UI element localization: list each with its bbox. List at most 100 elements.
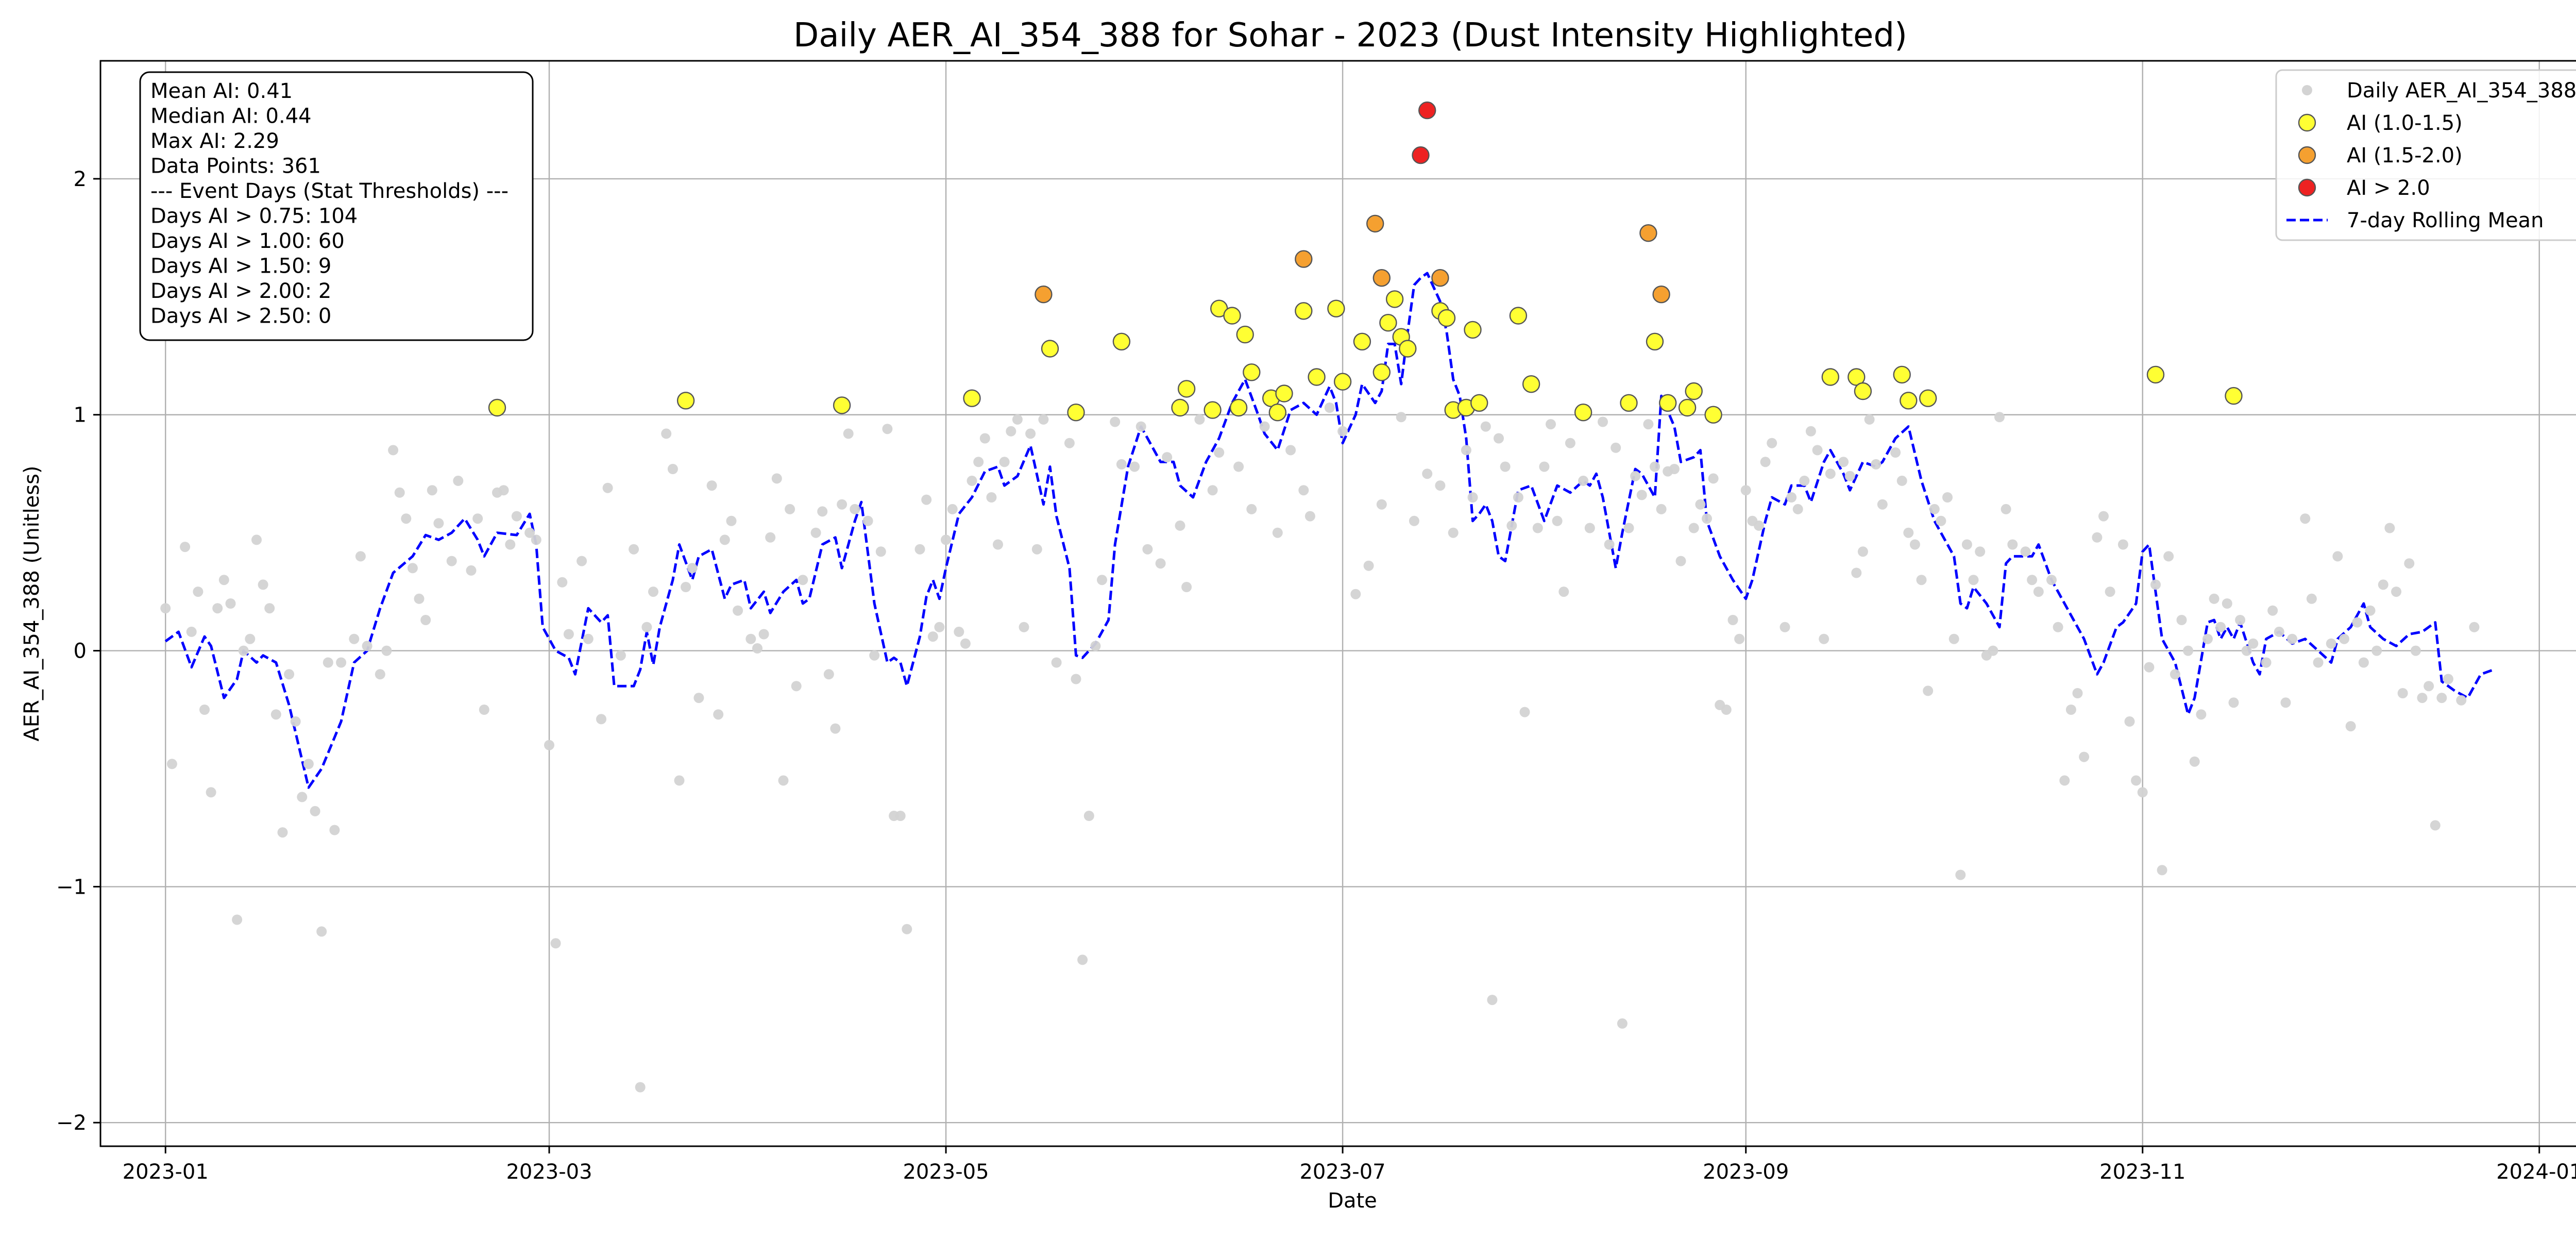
daily-point bbox=[1012, 414, 1023, 425]
daily-point bbox=[843, 428, 854, 439]
daily-point bbox=[2215, 622, 2226, 632]
stats-box-frame bbox=[139, 71, 534, 341]
daily-point bbox=[258, 579, 268, 590]
daily-point bbox=[2397, 688, 2408, 698]
daily-point bbox=[1578, 475, 1589, 486]
event-point bbox=[1372, 269, 1391, 287]
daily-point bbox=[635, 1082, 646, 1093]
daily-point bbox=[2436, 693, 2447, 704]
daily-point bbox=[1565, 438, 1575, 448]
daily-point bbox=[1604, 539, 1615, 550]
daily-point bbox=[2092, 532, 2103, 543]
daily-point bbox=[524, 527, 535, 538]
daily-point bbox=[648, 587, 658, 597]
daily-point bbox=[414, 593, 425, 604]
daily-point bbox=[1110, 416, 1121, 427]
stats-line: Days AI > 2.50: 0 bbox=[150, 305, 331, 328]
daily-point bbox=[1630, 471, 1641, 481]
daily-point bbox=[420, 615, 431, 625]
daily-point bbox=[2222, 598, 2232, 609]
daily-point bbox=[1702, 513, 1712, 524]
daily-point bbox=[2176, 615, 2187, 625]
x-axis: 2023-01 2023-03 2023-05 2023-07 2023-09 2023-… bbox=[123, 1146, 2576, 1184]
daily-point bbox=[771, 473, 782, 484]
event-point bbox=[1509, 307, 1528, 325]
daily-point bbox=[2410, 645, 2421, 656]
event-point bbox=[1366, 214, 1384, 233]
daily-point bbox=[2117, 539, 2128, 550]
daily-point bbox=[245, 633, 256, 644]
legend-label: AI (1.5-2.0) bbox=[2347, 144, 2463, 168]
daily-point bbox=[310, 806, 320, 816]
daily-point bbox=[2163, 551, 2174, 562]
daily-point bbox=[713, 709, 724, 720]
daily-point bbox=[2196, 709, 2207, 720]
daily-point bbox=[778, 775, 789, 786]
daily-point bbox=[297, 792, 308, 802]
event-point bbox=[1229, 398, 1248, 417]
daily-point bbox=[2046, 575, 2057, 585]
daily-point bbox=[1994, 412, 2005, 423]
daily-point bbox=[875, 546, 886, 557]
daily-point bbox=[1929, 504, 1940, 514]
daily-point bbox=[1500, 461, 1511, 472]
scatter-series bbox=[160, 101, 2480, 1093]
stats-line: Mean AI: 0.41 bbox=[150, 79, 293, 103]
stats-line: Days AI > 1.50: 9 bbox=[150, 255, 331, 278]
daily-point bbox=[934, 622, 945, 632]
daily-point bbox=[667, 464, 678, 474]
daily-point bbox=[218, 575, 229, 585]
daily-point bbox=[993, 539, 1003, 550]
daily-point bbox=[1890, 447, 1901, 458]
daily-point bbox=[1259, 421, 1270, 432]
daily-point bbox=[1304, 511, 1315, 522]
legend-items: Daily AER_AI_354_388 AI (1.0-1.5) AI (1.5-… bbox=[2286, 79, 2576, 232]
daily-point bbox=[1409, 515, 1419, 526]
daily-point bbox=[1786, 492, 1797, 503]
event-point bbox=[1620, 394, 1638, 412]
event-point bbox=[1574, 404, 1592, 422]
daily-point bbox=[1916, 575, 1927, 585]
daily-point bbox=[1825, 468, 1836, 479]
daily-point bbox=[1688, 523, 1699, 533]
daily-point bbox=[914, 544, 925, 555]
series-0-points bbox=[160, 403, 2480, 1093]
daily-point bbox=[453, 475, 464, 486]
event-point bbox=[488, 398, 506, 417]
daily-point bbox=[706, 480, 717, 491]
daily-point bbox=[1546, 419, 1556, 430]
daily-point bbox=[869, 650, 880, 661]
daily-point bbox=[1422, 468, 1433, 479]
daily-point bbox=[830, 723, 841, 734]
daily-point bbox=[2365, 605, 2376, 616]
daily-point bbox=[1233, 461, 1244, 472]
daily-point bbox=[290, 716, 301, 727]
event-point bbox=[1685, 382, 1703, 400]
daily-point bbox=[238, 645, 249, 656]
daily-point bbox=[1461, 445, 1471, 456]
daily-point bbox=[693, 693, 704, 704]
stats-line: Max AI: 2.29 bbox=[150, 129, 279, 153]
daily-point bbox=[1552, 515, 1563, 526]
daily-point bbox=[1643, 419, 1654, 430]
daily-point bbox=[251, 534, 262, 545]
event-point bbox=[2225, 387, 2243, 405]
daily-point bbox=[1721, 705, 1732, 715]
daily-point bbox=[2469, 622, 2480, 632]
daily-point bbox=[850, 504, 860, 514]
legend-frame bbox=[2275, 69, 2576, 241]
daily-point bbox=[1435, 480, 1446, 491]
event-point bbox=[1327, 299, 1345, 317]
daily-point bbox=[1695, 499, 1706, 510]
daily-point bbox=[2241, 645, 2252, 656]
x-tick-label: 2023-05 bbox=[903, 1160, 989, 1184]
daily-point bbox=[225, 598, 236, 609]
x-tick-label: 2023-03 bbox=[506, 1160, 592, 1184]
daily-point bbox=[1506, 520, 1517, 531]
daily-point bbox=[381, 645, 392, 656]
daily-point bbox=[2027, 575, 2038, 585]
daily-point bbox=[284, 669, 295, 680]
